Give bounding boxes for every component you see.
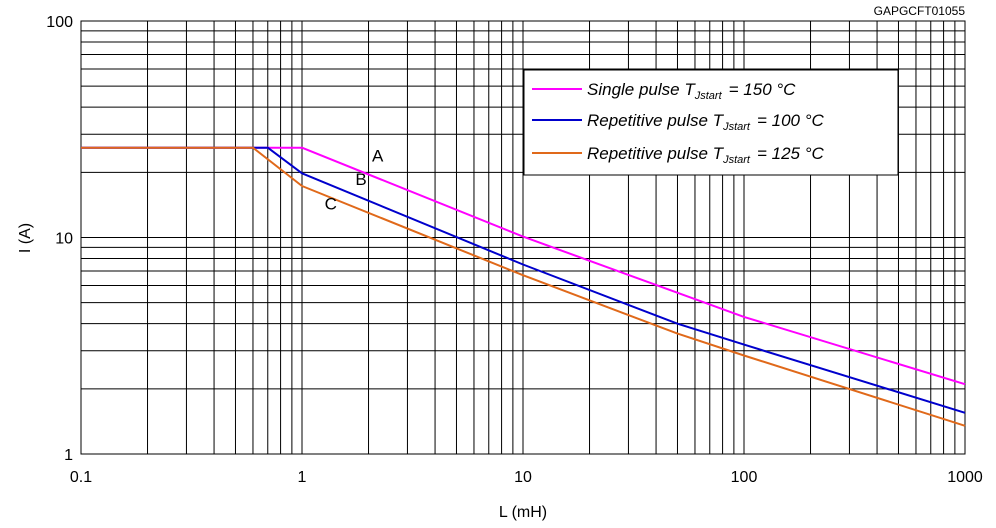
tick-labels: 0.1 1 10 100 1000 1 10 100 (46, 14, 983, 486)
x-tick-label: 10 (514, 469, 532, 486)
curve-label-a: A (372, 146, 384, 165)
curve-label-b: B (355, 170, 366, 189)
x-tick-label: 100 (731, 469, 758, 486)
y-tick-label: 10 (55, 231, 73, 248)
x-tick-label: 1 (298, 469, 307, 486)
y-tick-label: 1 (64, 447, 73, 464)
legend-entry-repetitive-100: Repetitive pulse TJstart = 100 °C (587, 111, 825, 133)
series-layer (81, 146, 966, 427)
x-axis-title: L (mH) (499, 504, 547, 521)
series-line-b (81, 146, 966, 414)
curve-label-c: C (325, 194, 337, 213)
x-tick-label: 1000 (947, 469, 983, 486)
legend: Single pulse TJstart = 150 °C Repetitive … (523, 69, 899, 176)
curve-labels: ABC (325, 146, 384, 213)
legend-box (523, 69, 899, 176)
legend-entry-single-150: Single pulse TJstart = 150 °C (587, 80, 796, 102)
plot-frame (80, 20, 966, 455)
legend-entry-repetitive-125: Repetitive pulse TJstart = 125 °C (587, 144, 825, 166)
y-tick-label: 100 (46, 14, 73, 31)
y-axis-title: I (A) (17, 223, 34, 253)
series-line-c (81, 146, 966, 427)
x-tick-label: 0.1 (70, 469, 92, 486)
figure-code: GAPGCFT01055 (874, 4, 966, 18)
